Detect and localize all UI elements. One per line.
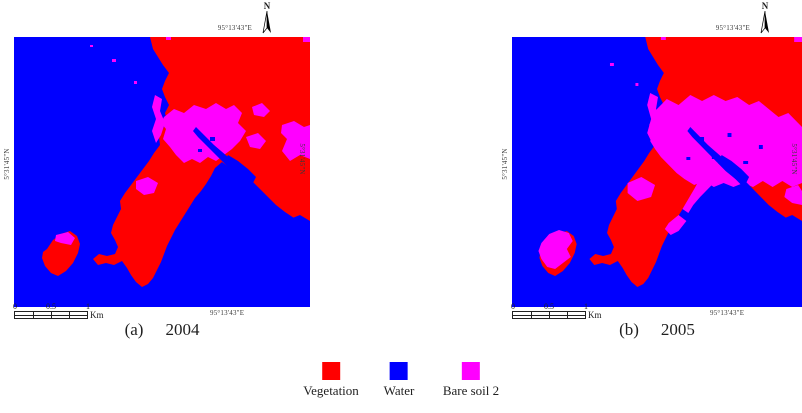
- bare-soil-region: [627, 177, 656, 201]
- water-speck: [198, 149, 202, 152]
- bare-soil-speck: [90, 45, 93, 47]
- north-label: N: [761, 1, 769, 11]
- water-speck: [711, 155, 717, 159]
- bare-soil-region: [281, 121, 310, 161]
- legend-label-vegetation: Vegetation: [303, 383, 359, 398]
- scale-unit: Km: [588, 310, 602, 320]
- caption-year-b: 2005: [660, 320, 695, 339]
- island-bare-soil-region: [55, 232, 75, 245]
- north-arrow-b: N: [752, 2, 778, 35]
- scale-tick-0-5: 0.5: [544, 302, 554, 311]
- north-arrow-a: N: [254, 2, 280, 35]
- scale-bar-b: 0 0.5 1 Km: [511, 302, 622, 320]
- water-speck: [727, 133, 732, 137]
- river-channel-region: [687, 127, 802, 233]
- bare-soil-speck: [635, 83, 639, 86]
- north-arrow-icon: [760, 11, 769, 34]
- coord-bottom-a: 95°13'43"E: [210, 309, 245, 317]
- bare-soil-region: [161, 103, 246, 163]
- bare-soil-region: [246, 133, 266, 149]
- bare-soil-speck: [166, 37, 171, 40]
- scale-tick-1: 1: [86, 302, 90, 311]
- scale-tick-0: 0: [511, 302, 515, 311]
- bare-soil-speck: [794, 37, 802, 42]
- bare-soil-speck: [303, 37, 310, 42]
- legend-swatch-water: [390, 362, 408, 380]
- bare-soil-region: [664, 215, 687, 235]
- north-arrow-icon: [262, 11, 271, 34]
- coord-right-a: 5°31'45"N: [298, 143, 306, 175]
- legend-item-water: Water: [383, 362, 415, 400]
- caption-a: (a) 2004: [14, 320, 310, 340]
- water-speck: [210, 137, 215, 141]
- caption-label-b: (b): [619, 320, 639, 339]
- bare-soil-region: [136, 177, 158, 195]
- coast-bare-soil-strip: [647, 93, 661, 143]
- coord-right-b: 5°31'45"N: [790, 143, 798, 175]
- scale-bar-labels: 0 0.5 1: [511, 302, 622, 311]
- legend-label-bare-soil-2: Bare soil 2: [442, 383, 500, 398]
- water-speck: [743, 161, 749, 164]
- legend-label-water: Water: [383, 383, 415, 398]
- legend-swatch-bare-soil-2: [461, 362, 480, 380]
- coord-top-b: 95°13'43"E: [715, 24, 750, 32]
- scale-bar-labels: 0 0.5 1: [13, 302, 124, 311]
- caption-label-a: (a): [124, 320, 144, 339]
- coord-left-a: 5°31'45"N: [3, 148, 11, 180]
- water-speck: [686, 157, 691, 160]
- scale-tick-0: 0: [13, 302, 17, 311]
- bare-soil-speck: [609, 63, 614, 66]
- bare-soil-speck: [112, 59, 116, 62]
- scale-bar-graphic: [14, 311, 88, 319]
- bare-soil-region: [252, 103, 270, 117]
- river-channel-region: [717, 155, 750, 185]
- legend-item-vegetation: Vegetation: [303, 362, 359, 400]
- river-channel-region: [193, 127, 310, 233]
- caption-year-a: 2004: [165, 320, 200, 339]
- legend-swatch-vegetation: [322, 362, 340, 380]
- scale-tick-0-5: 0.5: [46, 302, 56, 311]
- bare-soil-speck: [134, 81, 137, 84]
- river-channel-region: [224, 155, 256, 185]
- coast-bare-soil-strip: [152, 95, 165, 143]
- north-label: N: [263, 1, 271, 11]
- water-speck: [758, 145, 763, 149]
- legend: Vegetation Water Bare soil 2: [0, 362, 802, 408]
- bare-soil-region: [784, 185, 802, 205]
- map-2005: [512, 37, 802, 307]
- bare-soil-region: [649, 95, 802, 187]
- water-speck: [698, 137, 705, 141]
- map-2004: [14, 37, 310, 307]
- scale-unit: Km: [90, 310, 104, 320]
- coord-bottom-b: 95°13'43"E: [710, 309, 745, 317]
- coord-left-b: 5°31'45"N: [501, 148, 509, 180]
- bare-soil-speck: [660, 37, 666, 40]
- island-bare-soil-region: [538, 230, 573, 269]
- scale-bar-a: 0 0.5 1 Km: [13, 302, 124, 320]
- legend-item-bare-soil-2: Bare soil 2: [443, 362, 499, 400]
- land-vegetation-region: [93, 37, 310, 287]
- bare-soil-region: [682, 165, 722, 213]
- scale-bar-graphic: [512, 311, 586, 319]
- coord-top-a: 95°13'43"E: [217, 24, 252, 32]
- scale-tick-1: 1: [584, 302, 588, 311]
- caption-b: (b) 2005: [512, 320, 802, 340]
